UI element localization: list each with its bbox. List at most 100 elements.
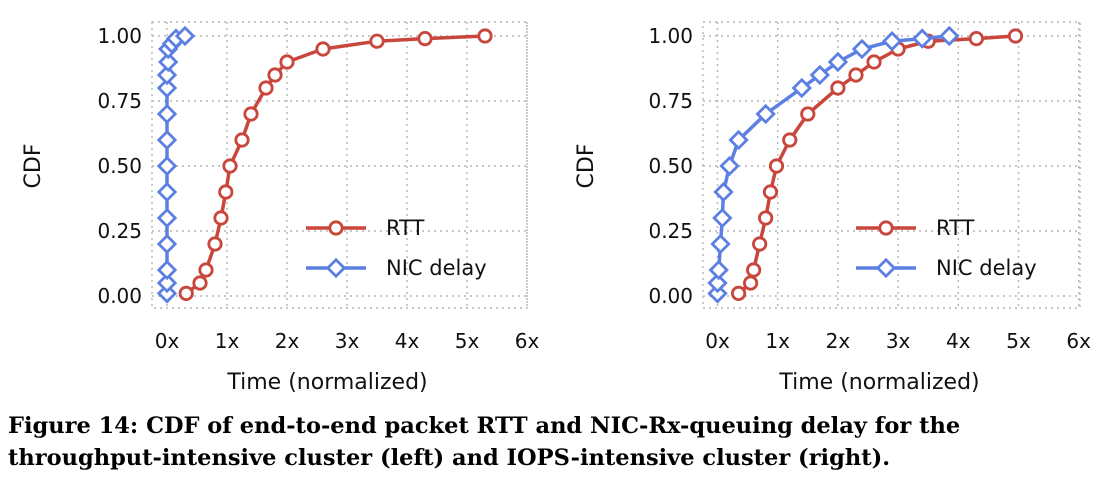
left-ytick-label-3: 0.75 xyxy=(97,89,142,113)
left-xtick-label-5: 5x xyxy=(455,329,480,353)
left-nic-point-9 xyxy=(156,77,178,99)
right-xaxis-label: Time (normalized) xyxy=(778,370,979,395)
figure-caption: Figure 14: CDF of end-to-end packet RTT … xyxy=(8,410,1113,474)
left-xtick-label-1: 1x xyxy=(215,329,240,353)
left-nic-point-8 xyxy=(156,103,178,125)
left-nic-point-6 xyxy=(156,155,178,177)
right-rtt-point-9 xyxy=(830,80,846,96)
left-nic-point-7 xyxy=(156,129,178,151)
right-rtt-point-4 xyxy=(758,210,774,226)
right-rtt-point-3 xyxy=(752,236,768,252)
left-nic-point-3 xyxy=(156,233,178,255)
right-nic-point-8 xyxy=(755,103,776,125)
right-rtt-point-2 xyxy=(746,262,762,278)
left-ytick-label-0: 0.00 xyxy=(97,284,142,308)
left-rtt-point-3 xyxy=(207,236,223,252)
right-rtt-point-10 xyxy=(848,67,864,83)
right-rtt-point-6 xyxy=(768,158,785,174)
left-legend-nic-label: NIC delay xyxy=(386,256,487,280)
right-xtick-label-2: 2x xyxy=(826,329,851,353)
left-rtt-point-14 xyxy=(417,30,433,47)
left-xtick-label-0: 0x xyxy=(155,329,180,353)
right-xtick-label-5: 5x xyxy=(1006,329,1031,353)
left-rtt-point-15 xyxy=(477,28,493,44)
left-rtt-point-2 xyxy=(198,262,214,278)
right-rtt-line xyxy=(737,34,1016,295)
left-rtt-point-11 xyxy=(279,54,295,70)
left-ytick-label-1: 0.25 xyxy=(97,219,142,243)
right-nic-point-3 xyxy=(710,233,731,255)
left-ytick-label-4: 1.00 xyxy=(97,24,142,48)
right-legend-nic-label: NIC delay xyxy=(936,256,1037,280)
right-nic-point-6 xyxy=(719,155,740,177)
caption-line-2: throughput-intensive cluster (left) and … xyxy=(8,445,891,471)
right-nic-line xyxy=(715,34,950,294)
right-nic-point-0 xyxy=(707,283,728,304)
left-nic-point-10 xyxy=(156,64,178,86)
right-rtt-point-1 xyxy=(743,275,759,291)
right-plot-frame xyxy=(702,21,1081,309)
left-rtt-point-10 xyxy=(267,67,283,83)
left-rtt-line xyxy=(185,34,486,295)
left-nic-point-1 xyxy=(156,272,178,294)
right-rtt-point-11 xyxy=(866,54,882,70)
right-nic-point-9 xyxy=(791,77,812,99)
figure-canvas: 0.00 0.25 0.50 0.75 1.00 0x 1x 2x 3x 4x 5x 6x Time (… xyxy=(21,21,1091,395)
left-rtt-point-13 xyxy=(369,33,385,49)
caption-line-1: Figure 14: CDF of end-to-end packet RTT … xyxy=(8,413,961,439)
right-xtick-label-3: 3x xyxy=(886,329,911,353)
left-xaxis-label: Time (normalized) xyxy=(226,370,427,395)
left-rtt-point-0 xyxy=(178,285,194,301)
left-xtick-label-4: 4x xyxy=(395,329,420,353)
right-rtt-point-0 xyxy=(730,285,747,301)
right-xtick-label-4: 4x xyxy=(946,329,971,353)
left-legend-nic-marker xyxy=(325,257,347,279)
right-rtt-point-14 xyxy=(968,30,984,47)
right-nic-point-10 xyxy=(809,64,831,86)
right-nic-point-2 xyxy=(708,259,729,281)
right-legend-nic-marker xyxy=(875,257,897,279)
right-rtt-point-7 xyxy=(782,132,798,148)
left-legend-rtt-label: RTT xyxy=(386,216,425,240)
right-ytick-label-1: 0.25 xyxy=(648,219,693,243)
right-nic-point-7 xyxy=(728,129,749,151)
right-xtick-label-1: 1x xyxy=(765,329,790,353)
right-rtt-point-15 xyxy=(1007,28,1024,44)
right-legend-rtt-marker xyxy=(878,220,894,236)
right-nic-point-5 xyxy=(713,181,734,203)
left-nic-point-2 xyxy=(156,259,178,281)
right-rtt-point-8 xyxy=(800,106,816,122)
left-rtt-point-8 xyxy=(243,106,259,122)
left-xtick-label-2: 2x xyxy=(275,329,300,353)
right-nic-point-12 xyxy=(851,38,873,60)
right-yaxis-label: CDF xyxy=(574,144,599,189)
right-ytick-label-0: 0.00 xyxy=(648,284,693,308)
left-nic-point-11 xyxy=(158,51,179,73)
right-nic-point-14 xyxy=(912,28,933,49)
left-nic-point-15 xyxy=(174,25,196,47)
right-nic-point-4 xyxy=(712,207,733,229)
left-nic-point-4 xyxy=(156,207,178,229)
left-rtt-point-7 xyxy=(234,132,250,148)
left-legend-rtt-marker xyxy=(328,220,344,236)
left-rtt-point-1 xyxy=(192,275,208,291)
right-rtt-point-5 xyxy=(762,184,779,200)
left-rtt-point-12 xyxy=(315,41,331,57)
chart-left: 0.00 0.25 0.50 0.75 1.00 0x 1x 2x 3x 4x 5x 6x Time (… xyxy=(21,21,540,395)
left-xtick-label-6: 6x xyxy=(515,329,540,353)
left-xtick-label-3: 3x xyxy=(335,329,360,353)
left-nic-point-0 xyxy=(156,283,178,304)
left-rtt-point-5 xyxy=(218,184,234,200)
right-xtick-label-0: 0x xyxy=(705,329,730,353)
chart-right: 0.00 0.25 0.50 0.75 1.00 0x 1x 2x 3x 4x 5x 6x Time (… xyxy=(574,21,1091,395)
right-nic-point-15 xyxy=(939,25,960,47)
right-legend-rtt-label: RTT xyxy=(936,216,975,240)
right-xtick-label-6: 6x xyxy=(1066,329,1091,353)
right-ytick-label-4: 1.00 xyxy=(648,24,693,48)
left-nic-point-5 xyxy=(156,181,178,203)
left-plot-frame xyxy=(151,21,528,309)
right-nic-point-11 xyxy=(827,51,849,73)
left-rtt-point-9 xyxy=(258,80,274,96)
right-nic-point-1 xyxy=(707,272,728,294)
left-rtt-point-6 xyxy=(222,158,238,174)
